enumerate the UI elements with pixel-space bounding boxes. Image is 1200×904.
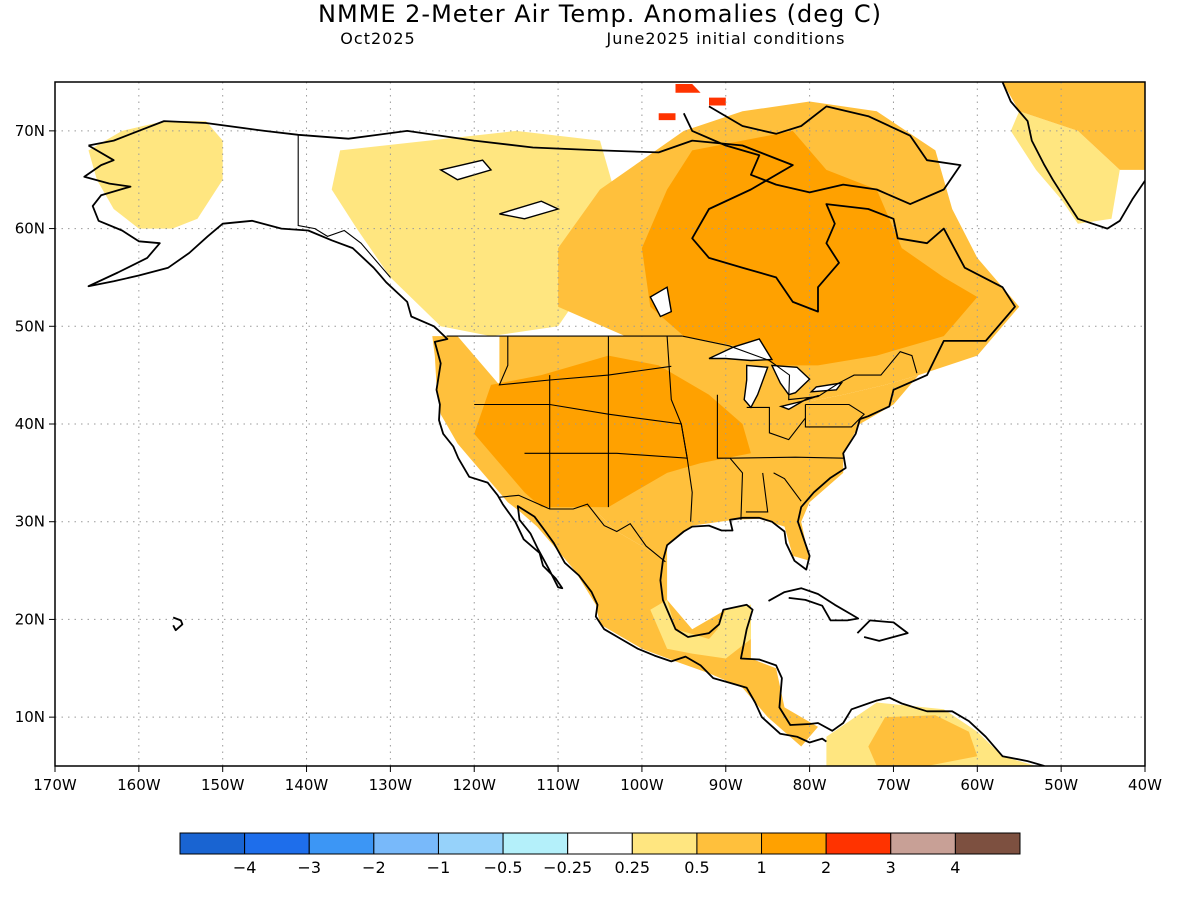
cuba [768,587,860,622]
anomaly-region-west-canada-alaska-border [331,130,617,337]
colorbar-segment-1 [244,832,310,855]
colorbar-segment-6 [567,832,633,855]
hudson-bay-east-islands [682,105,962,206]
anomaly-region-southwest-alaska [88,121,223,229]
lat-tick-label-20N: 20N [15,610,45,628]
border-us-mexico [498,494,666,563]
colorbar-segment-9 [761,832,827,855]
border-state-line-central [498,336,672,386]
colorbar-label-1: −3 [297,858,321,877]
border-state-line-east-3 [729,456,845,459]
colorbar-segment-12 [954,832,1021,855]
anomaly-region-us-plains-intermountain [474,355,751,508]
lon-tick-label-110W: 110W [536,776,580,794]
coastlines [83,82,1145,766]
valid-month-label: Oct2025 [340,29,415,48]
lon-tick-label-80W: 80W [793,776,827,794]
lon-tick-label-130W: 130W [369,776,413,794]
border-state-line-vertical-3 [666,336,693,522]
map-title: NMME 2-Meter Air Temp. Anomalies (deg C) [318,0,882,28]
hispaniola [856,619,909,642]
border-state-line-east-6 [804,403,865,428]
great-slave-lake [499,200,561,220]
lat-tick-label-30N: 30N [15,513,45,531]
lat-tick-label-70N: 70N [15,122,45,140]
colorbar-segment-7 [631,832,698,855]
lon-tick-label-100W: 100W [620,776,664,794]
colorbar-label-6: 0.25 [614,858,650,877]
latitude-ticks: 70N 60N 50N 40N 30N 20N 10N [15,122,55,726]
pacific-coast [83,144,827,744]
lon-tick-label-90W: 90W [709,776,743,794]
anomaly-region-mexico-gulf-coast-light [650,599,751,659]
border-state-line-east-5 [773,472,802,502]
great-bear-lake [438,159,493,181]
initial-conditions-label: June2025 initial conditions [605,29,845,48]
lake-winnipeg [649,286,673,318]
border-state-line-east-2 [746,404,806,441]
lat-tick-label-40N: 40N [15,415,45,433]
colorbar-segment-5 [502,832,569,855]
colorbar-label-11: 4 [950,858,960,877]
colorbar-label-5: −0.25 [543,858,592,877]
colorbar-label-7: 0.5 [684,858,709,877]
longitude-ticks: 170W 160W 150W 140W 130W 120W 110W 100W 90W 80W 70… [33,766,1162,794]
colorbar-labels: −4 −3 −2 −1 −0.5 −0.25 0.25 0.5 1 2 3 4 [233,858,961,877]
lon-tick-label-70W: 70W [877,776,911,794]
lat-tick-label-50N: 50N [15,317,45,335]
lat-tick-label-60N: 60N [15,220,45,238]
greenland-coast [1001,82,1145,230]
anomaly-region-baffin-bay-hotspot-1 [675,84,701,93]
colorbar-segment-0 [179,832,246,855]
lon-tick-label-120W: 120W [452,776,496,794]
lon-tick-label-140W: 140W [285,776,329,794]
colorbar [179,832,1021,855]
anomaly-region-greenland-east [1002,82,1145,170]
border-alaska-canada [297,134,391,278]
colorbar-label-0: −4 [233,858,257,877]
colorbar-segment-2 [308,832,375,855]
colorbar-segment-3 [373,832,439,855]
border-state-line-east-4 [745,472,769,513]
lon-tick-label-60W: 60W [960,776,994,794]
colorbar-label-10: 3 [886,858,896,877]
lon-tick-label-170W: 170W [33,776,77,794]
anomaly-region-greenland-southwest [1010,111,1120,224]
north-america-coast [88,120,1045,766]
hawaii-big-island [172,616,184,632]
anomaly-region-baffin-bay-hotspot-2 [709,97,726,106]
colorbar-label-2: −2 [362,858,386,877]
colorbar-segment-8 [696,832,763,855]
colorbar-segment-11 [890,832,956,855]
lon-tick-label-40W: 40W [1128,776,1162,794]
colorbar-label-3: −1 [427,858,451,877]
colorbar-segment-10 [825,832,892,855]
lake-huron [770,364,811,396]
political-borders [297,134,918,563]
lon-tick-label-50W: 50W [1044,776,1078,794]
border-great-lakes-border [682,335,918,401]
anomaly-region-arctic-islands-hotspot [658,113,676,121]
lat-tick-label-10N: 10N [15,708,45,726]
lon-tick-label-150W: 150W [201,776,245,794]
colorbar-label-9: 2 [821,858,831,877]
colorbar-label-4: −0.5 [484,858,523,877]
colorbar-segment-4 [437,832,504,855]
anomaly-region-canada-central-arctic [641,130,978,366]
lon-tick-label-160W: 160W [117,776,161,794]
colorbar-label-8: 1 [756,858,766,877]
anomaly-region-venezuela-interior [868,715,978,766]
